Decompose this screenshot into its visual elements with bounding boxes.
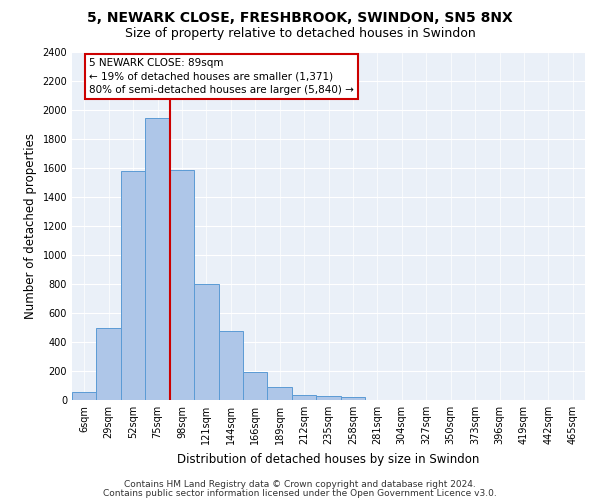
Text: Contains HM Land Registry data © Crown copyright and database right 2024.: Contains HM Land Registry data © Crown c…	[124, 480, 476, 489]
X-axis label: Distribution of detached houses by size in Swindon: Distribution of detached houses by size …	[178, 452, 479, 466]
Bar	[341, 397, 365, 400]
Bar	[170, 170, 194, 400]
Bar	[218, 330, 243, 400]
Y-axis label: Number of detached properties: Number of detached properties	[24, 133, 37, 320]
Bar	[121, 171, 145, 400]
Text: 5 NEWARK CLOSE: 89sqm
← 19% of detached houses are smaller (1,371)
80% of semi-d: 5 NEWARK CLOSE: 89sqm ← 19% of detached …	[89, 58, 354, 94]
Bar	[72, 392, 97, 400]
Bar	[97, 328, 121, 400]
Text: Contains public sector information licensed under the Open Government Licence v3: Contains public sector information licen…	[103, 488, 497, 498]
Bar	[145, 118, 170, 400]
Bar	[243, 372, 268, 400]
Bar	[292, 395, 316, 400]
Text: Size of property relative to detached houses in Swindon: Size of property relative to detached ho…	[125, 28, 475, 40]
Text: 5, NEWARK CLOSE, FRESHBROOK, SWINDON, SN5 8NX: 5, NEWARK CLOSE, FRESHBROOK, SWINDON, SN…	[87, 11, 513, 25]
Bar	[268, 387, 292, 400]
Bar	[316, 396, 341, 400]
Bar	[194, 284, 218, 400]
